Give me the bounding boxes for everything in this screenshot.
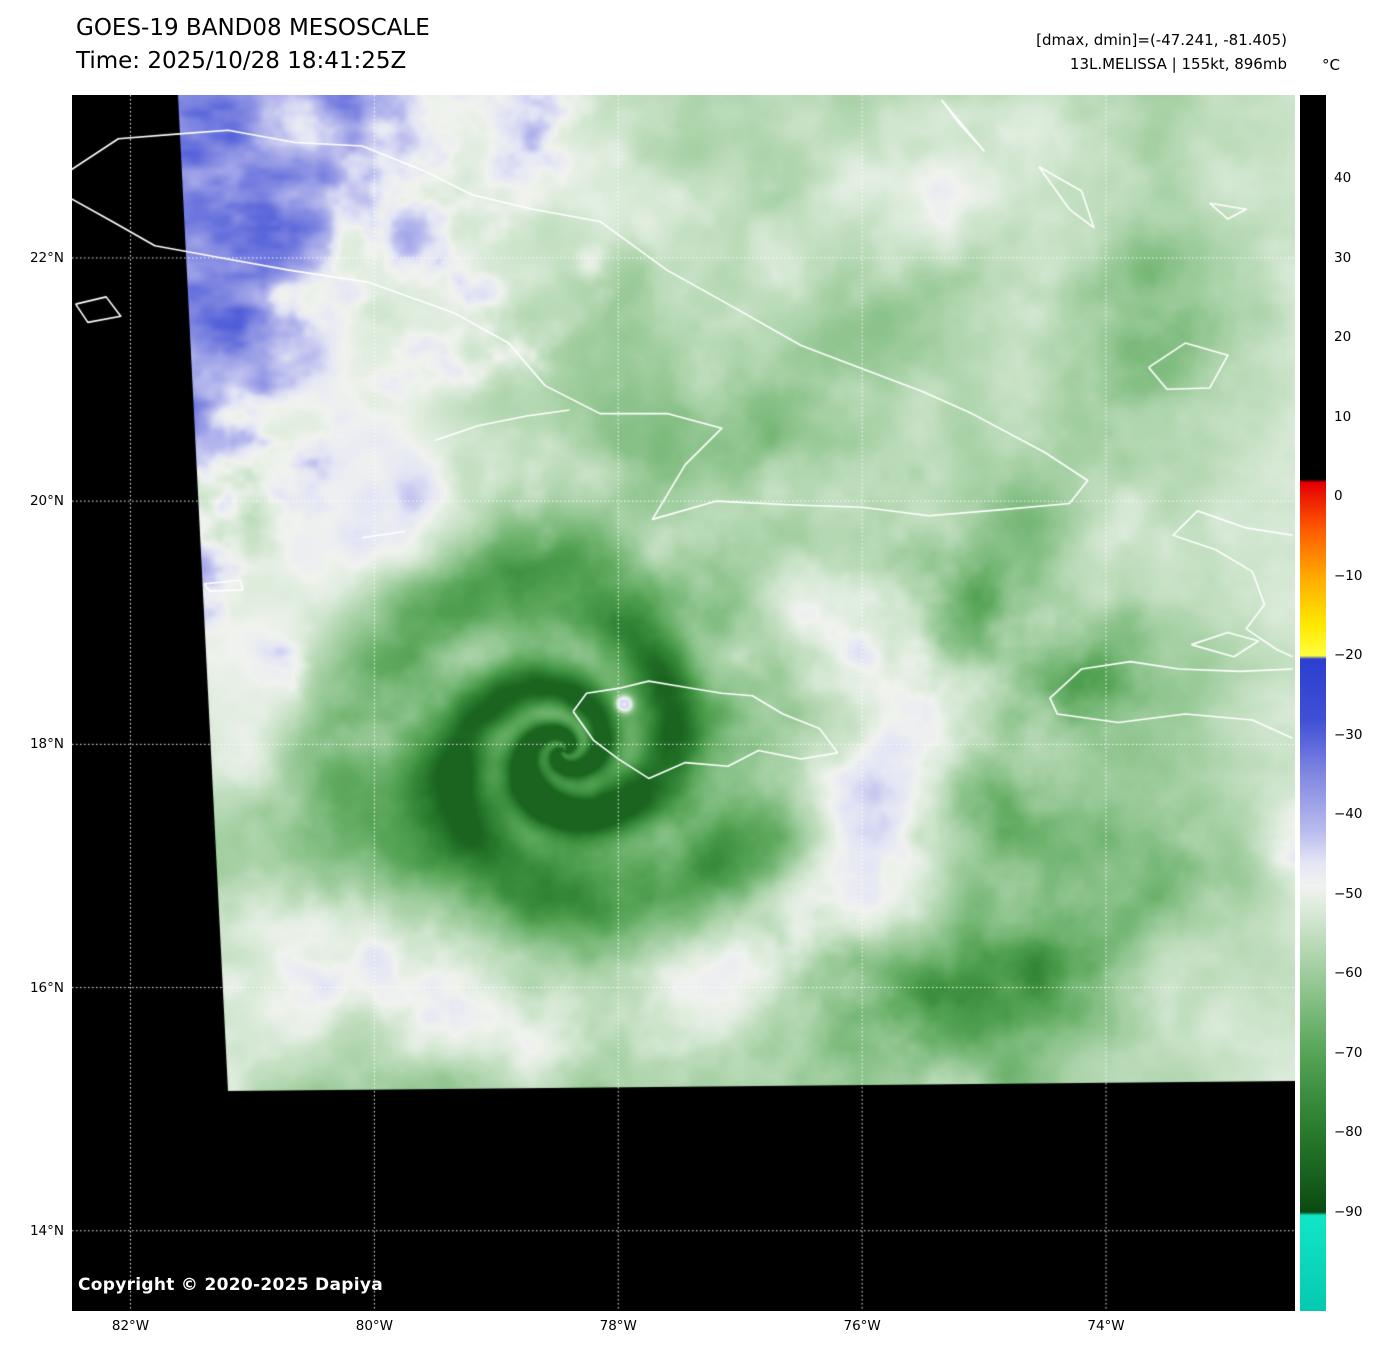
colorbar-tick-label: 30 — [1334, 249, 1352, 266]
lon-tick-label: 78°W — [599, 1318, 637, 1334]
header: GOES-19 BAND08 MESOSCALE Time: 2025/10/2… — [76, 12, 430, 78]
storm-info-label: 13L.MELISSA | 155kt, 896mb — [1069, 55, 1287, 73]
copyright-label: Copyright © 2020-2025 Dapiya — [78, 1275, 383, 1295]
lat-tick-label: 22°N — [29, 249, 64, 266]
colorbar-tick-label: 10 — [1334, 408, 1352, 425]
lat-tick-label: 18°N — [29, 736, 64, 753]
header-meta: [dmax, dmin]=(-47.241, -81.405) 13L.MELI… — [1036, 28, 1287, 76]
lon-tick-label: 82°W — [111, 1318, 150, 1334]
data-range-label: [dmax, dmin]=(-47.241, -81.405) — [1036, 31, 1287, 49]
colorbar-tick-label: 40 — [1334, 170, 1352, 187]
colorbar-tick-label: −10 — [1334, 567, 1363, 584]
lon-tick-label: 80°W — [355, 1318, 394, 1334]
timestamp: Time: 2025/10/28 18:41:25Z — [76, 48, 407, 74]
colorbar-tick-label: 20 — [1334, 329, 1352, 346]
lon-tick-label: 74°W — [1087, 1318, 1125, 1334]
colorbar-tick-label: −50 — [1334, 885, 1363, 902]
colorbar-tick-label: −40 — [1334, 806, 1363, 823]
temperature-colorbar — [1300, 95, 1326, 1311]
colorbar-tick-label: −30 — [1334, 726, 1363, 743]
lon-tick-label: 76°W — [843, 1318, 881, 1334]
colorbar-tick-label: 0 — [1334, 488, 1343, 505]
page-title: GOES-19 BAND08 MESOSCALE — [76, 15, 430, 41]
colorbar-tick-label: −60 — [1334, 965, 1363, 982]
colorbar-tick-label: −90 — [1334, 1203, 1363, 1220]
colorbar-tick-label: −20 — [1334, 647, 1363, 664]
lat-tick-label: 16°N — [29, 979, 64, 996]
satellite-imagery-canvas — [72, 95, 1295, 1311]
lat-tick-label: 14°N — [29, 1222, 64, 1239]
lat-tick-label: 20°N — [29, 493, 64, 510]
colorbar-unit-label: °C — [1322, 56, 1340, 74]
colorbar-tick-label: −70 — [1334, 1044, 1363, 1061]
colorbar-tick-label: −80 — [1334, 1124, 1363, 1141]
satellite-map: Copyright © 2020-2025 Dapiya — [72, 95, 1295, 1311]
